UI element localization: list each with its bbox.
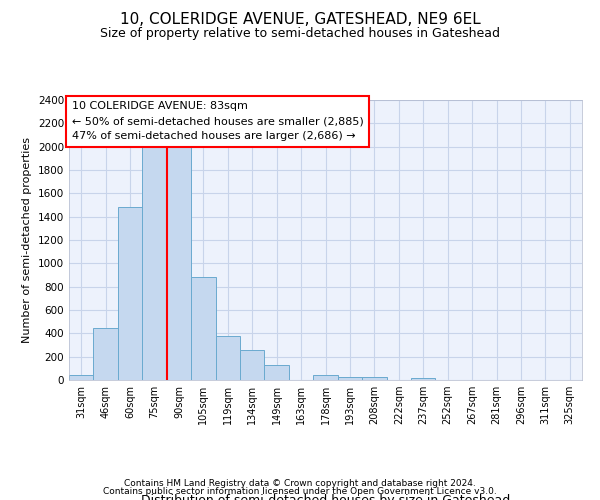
Bar [240,350,265,380]
Text: 10, COLERIDGE AVENUE, GATESHEAD, NE9 6EL: 10, COLERIDGE AVENUE, GATESHEAD, NE9 6EL [119,12,481,28]
Bar [69,376,94,380]
Bar [411,378,436,380]
Text: Contains public sector information licensed under the Open Government Licence v3: Contains public sector information licen… [103,487,497,496]
Bar [338,376,362,380]
Bar [265,365,289,380]
Bar [94,328,118,380]
Y-axis label: Number of semi-detached properties: Number of semi-detached properties [22,137,32,343]
Text: 10 COLERIDGE AVENUE: 83sqm
← 50% of semi-detached houses are smaller (2,885)
47%: 10 COLERIDGE AVENUE: 83sqm ← 50% of semi… [71,102,364,141]
Bar [362,377,386,380]
Bar [118,208,142,380]
Text: Contains HM Land Registry data © Crown copyright and database right 2024.: Contains HM Land Registry data © Crown c… [124,478,476,488]
Bar [215,336,240,380]
Text: Size of property relative to semi-detached houses in Gateshead: Size of property relative to semi-detach… [100,28,500,40]
Bar [167,146,191,380]
Bar [191,278,215,380]
X-axis label: Distribution of semi-detached houses by size in Gateshead: Distribution of semi-detached houses by … [141,494,510,500]
Bar [142,146,167,380]
Bar [313,376,338,380]
